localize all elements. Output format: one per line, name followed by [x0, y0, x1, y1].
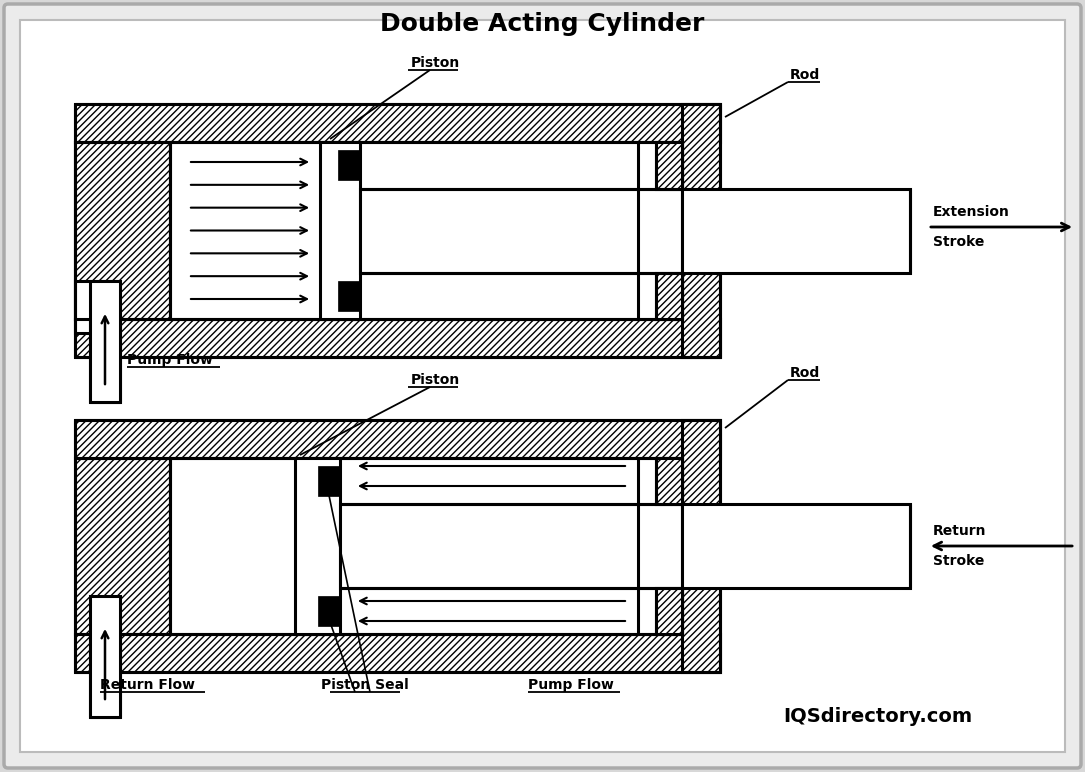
Bar [360, 188, 682, 273]
Bar [75, 458, 170, 634]
Bar [75, 104, 720, 142]
Bar [75, 634, 720, 672]
Bar [295, 458, 340, 634]
Bar [318, 466, 340, 496]
Bar [656, 458, 682, 504]
Text: Pump Flow: Pump Flow [127, 353, 213, 367]
Bar [170, 142, 682, 319]
Text: Pump Flow: Pump Flow [528, 678, 614, 692]
Bar [339, 150, 360, 180]
Text: IQSdirectory.com: IQSdirectory.com [783, 707, 972, 726]
Bar [75, 142, 170, 319]
Text: Return Flow: Return Flow [100, 678, 195, 692]
Text: Double Acting Cylinder: Double Acting Cylinder [380, 12, 704, 36]
Bar [75, 281, 117, 333]
Bar [75, 319, 720, 357]
Text: Stroke: Stroke [933, 554, 984, 568]
Text: Piston: Piston [410, 373, 460, 387]
Bar [75, 420, 720, 458]
Bar [318, 596, 340, 626]
Text: Piston: Piston [410, 56, 460, 70]
Bar [656, 588, 682, 634]
Bar [339, 281, 360, 311]
Bar [682, 188, 910, 273]
Text: Return: Return [933, 524, 986, 538]
Bar [656, 142, 682, 188]
Bar [682, 504, 910, 588]
Bar [682, 104, 720, 357]
Text: Rod: Rod [790, 68, 820, 82]
Bar [340, 504, 682, 588]
FancyBboxPatch shape [4, 4, 1081, 768]
Bar [656, 273, 682, 319]
Text: Rod: Rod [790, 366, 820, 380]
Text: Extension: Extension [933, 205, 1010, 219]
Bar [682, 420, 720, 672]
Text: Stroke: Stroke [933, 235, 984, 249]
Bar [75, 142, 170, 319]
Bar [90, 281, 120, 402]
Bar [320, 142, 360, 319]
Bar [170, 458, 682, 634]
Bar [90, 596, 120, 717]
Text: Piston Seal: Piston Seal [321, 678, 409, 692]
